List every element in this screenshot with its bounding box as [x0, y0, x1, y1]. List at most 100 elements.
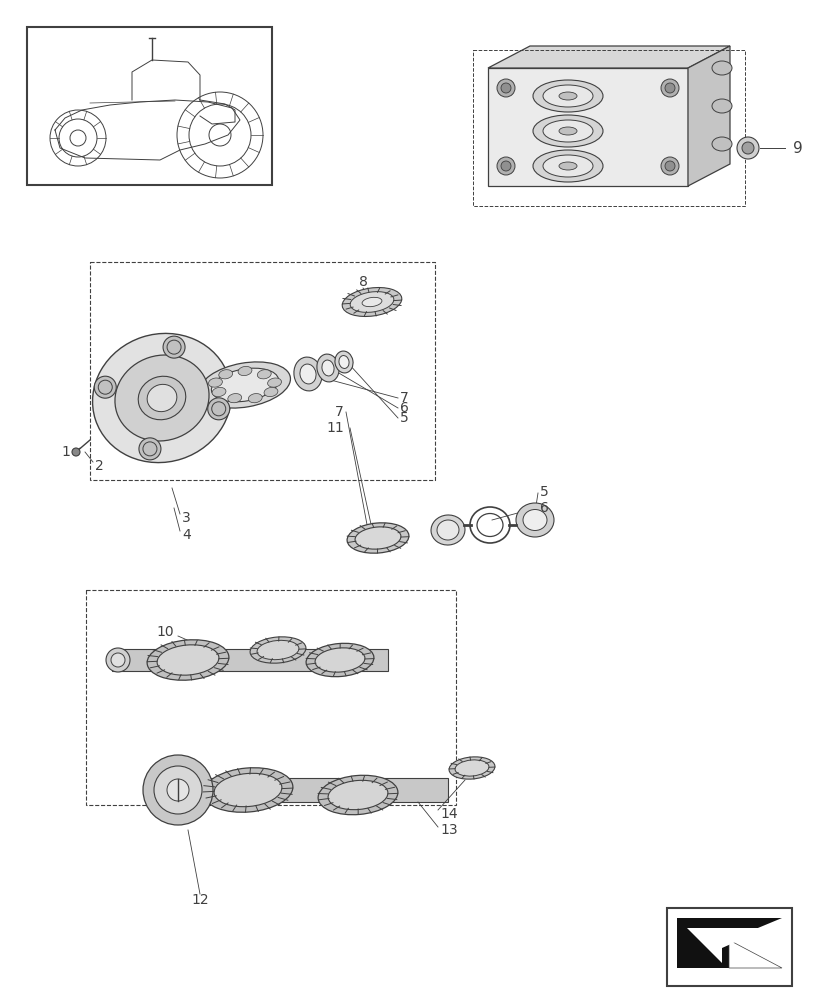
Ellipse shape — [238, 366, 251, 376]
Circle shape — [139, 438, 160, 460]
Ellipse shape — [558, 162, 576, 170]
Ellipse shape — [315, 648, 365, 672]
Ellipse shape — [212, 387, 226, 397]
Ellipse shape — [256, 640, 299, 660]
Circle shape — [154, 766, 202, 814]
Text: 7: 7 — [335, 405, 343, 419]
Ellipse shape — [355, 527, 400, 549]
Ellipse shape — [533, 150, 602, 182]
Ellipse shape — [558, 92, 576, 100]
Ellipse shape — [347, 523, 409, 553]
Text: 10: 10 — [156, 625, 174, 639]
Text: 2: 2 — [95, 459, 103, 473]
Bar — [472, 50, 744, 206]
Ellipse shape — [448, 757, 495, 779]
Ellipse shape — [138, 376, 185, 420]
Ellipse shape — [227, 394, 241, 403]
Ellipse shape — [147, 384, 177, 412]
Circle shape — [500, 161, 510, 171]
Ellipse shape — [299, 364, 316, 384]
Text: 14: 14 — [439, 807, 457, 821]
Bar — [86, 590, 456, 805]
Ellipse shape — [211, 368, 278, 402]
Polygon shape — [728, 940, 781, 968]
Circle shape — [167, 779, 189, 801]
Ellipse shape — [322, 360, 333, 376]
Ellipse shape — [543, 85, 592, 107]
Polygon shape — [112, 649, 388, 671]
Ellipse shape — [294, 357, 322, 391]
Ellipse shape — [543, 120, 592, 142]
Ellipse shape — [203, 768, 293, 812]
Ellipse shape — [317, 354, 339, 382]
Ellipse shape — [218, 370, 232, 379]
Ellipse shape — [115, 355, 208, 441]
Text: 12: 12 — [191, 893, 208, 907]
Bar — [27, 27, 272, 185]
Ellipse shape — [533, 115, 602, 147]
Ellipse shape — [199, 362, 290, 408]
Ellipse shape — [523, 510, 547, 530]
Ellipse shape — [93, 333, 232, 463]
Circle shape — [496, 79, 514, 97]
Text: 8: 8 — [358, 275, 367, 289]
Ellipse shape — [335, 351, 352, 373]
Text: 13: 13 — [439, 823, 457, 837]
Ellipse shape — [208, 378, 222, 387]
Text: 7: 7 — [399, 391, 409, 405]
Ellipse shape — [267, 378, 281, 387]
Ellipse shape — [248, 394, 262, 403]
Ellipse shape — [437, 520, 458, 540]
Polygon shape — [162, 778, 447, 802]
Ellipse shape — [533, 80, 602, 112]
Ellipse shape — [455, 760, 489, 776]
Ellipse shape — [257, 370, 271, 379]
Ellipse shape — [361, 297, 381, 307]
Ellipse shape — [711, 137, 731, 151]
Text: 9: 9 — [792, 141, 802, 156]
Circle shape — [94, 376, 116, 398]
Circle shape — [741, 142, 753, 154]
Polygon shape — [687, 46, 729, 186]
Circle shape — [72, 448, 80, 456]
Polygon shape — [487, 46, 729, 68]
Text: 6: 6 — [539, 501, 548, 515]
Ellipse shape — [147, 640, 228, 680]
Polygon shape — [487, 68, 687, 186]
Circle shape — [736, 137, 758, 159]
Circle shape — [664, 161, 674, 171]
Ellipse shape — [711, 61, 731, 75]
Circle shape — [664, 83, 674, 93]
Polygon shape — [676, 918, 781, 968]
Ellipse shape — [515, 503, 553, 537]
Ellipse shape — [306, 643, 374, 677]
Ellipse shape — [264, 387, 278, 397]
Text: 3: 3 — [182, 511, 190, 525]
Bar — [667, 908, 791, 986]
Circle shape — [208, 398, 229, 420]
Ellipse shape — [543, 155, 592, 177]
Polygon shape — [686, 928, 766, 963]
Ellipse shape — [318, 775, 398, 815]
Ellipse shape — [214, 773, 281, 807]
Ellipse shape — [327, 780, 387, 810]
Text: 6: 6 — [399, 401, 409, 415]
Ellipse shape — [157, 645, 218, 675]
Text: 1: 1 — [61, 445, 70, 459]
Circle shape — [143, 755, 213, 825]
Ellipse shape — [350, 292, 394, 312]
Circle shape — [496, 157, 514, 175]
Ellipse shape — [250, 637, 305, 663]
Ellipse shape — [711, 99, 731, 113]
Text: 5: 5 — [539, 485, 548, 499]
Circle shape — [500, 83, 510, 93]
Bar — [90, 262, 434, 480]
Circle shape — [660, 79, 678, 97]
Text: 5: 5 — [399, 411, 409, 425]
Circle shape — [163, 336, 185, 358]
Ellipse shape — [431, 515, 465, 545]
Circle shape — [660, 157, 678, 175]
Ellipse shape — [338, 356, 349, 368]
Ellipse shape — [111, 653, 125, 667]
Ellipse shape — [558, 127, 576, 135]
